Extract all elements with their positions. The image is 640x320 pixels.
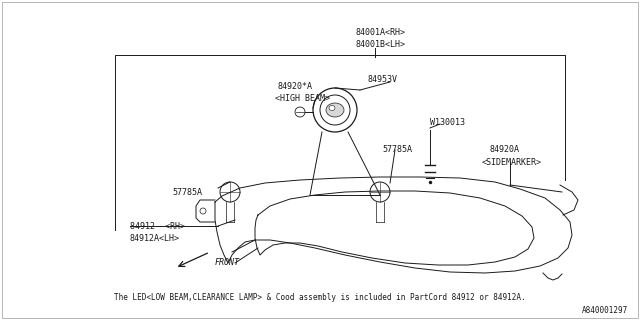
Text: 84912  <RH>: 84912 <RH> [130, 222, 185, 231]
Text: FRONT: FRONT [215, 258, 240, 267]
Text: 57785A: 57785A [382, 145, 412, 154]
Ellipse shape [329, 106, 335, 110]
Text: 84001A<RH>: 84001A<RH> [355, 28, 405, 37]
Text: <HIGH BEAM>: <HIGH BEAM> [275, 94, 330, 103]
Text: The LED<LOW BEAM,CLEARANCE LAMP> & Cood assembly is included in PartCord 84912 o: The LED<LOW BEAM,CLEARANCE LAMP> & Cood … [114, 293, 526, 302]
Text: 84912A<LH>: 84912A<LH> [130, 234, 180, 243]
Ellipse shape [326, 103, 344, 117]
Text: 84953V: 84953V [368, 75, 398, 84]
Text: A840001297: A840001297 [582, 306, 628, 315]
Text: 84920*A: 84920*A [278, 82, 313, 91]
Text: 84001B<LH>: 84001B<LH> [355, 40, 405, 49]
Text: <SIDEMARKER>: <SIDEMARKER> [482, 158, 542, 167]
Text: 57785A: 57785A [172, 188, 202, 197]
Text: 84920A: 84920A [490, 145, 520, 154]
Text: W130013: W130013 [430, 118, 465, 127]
